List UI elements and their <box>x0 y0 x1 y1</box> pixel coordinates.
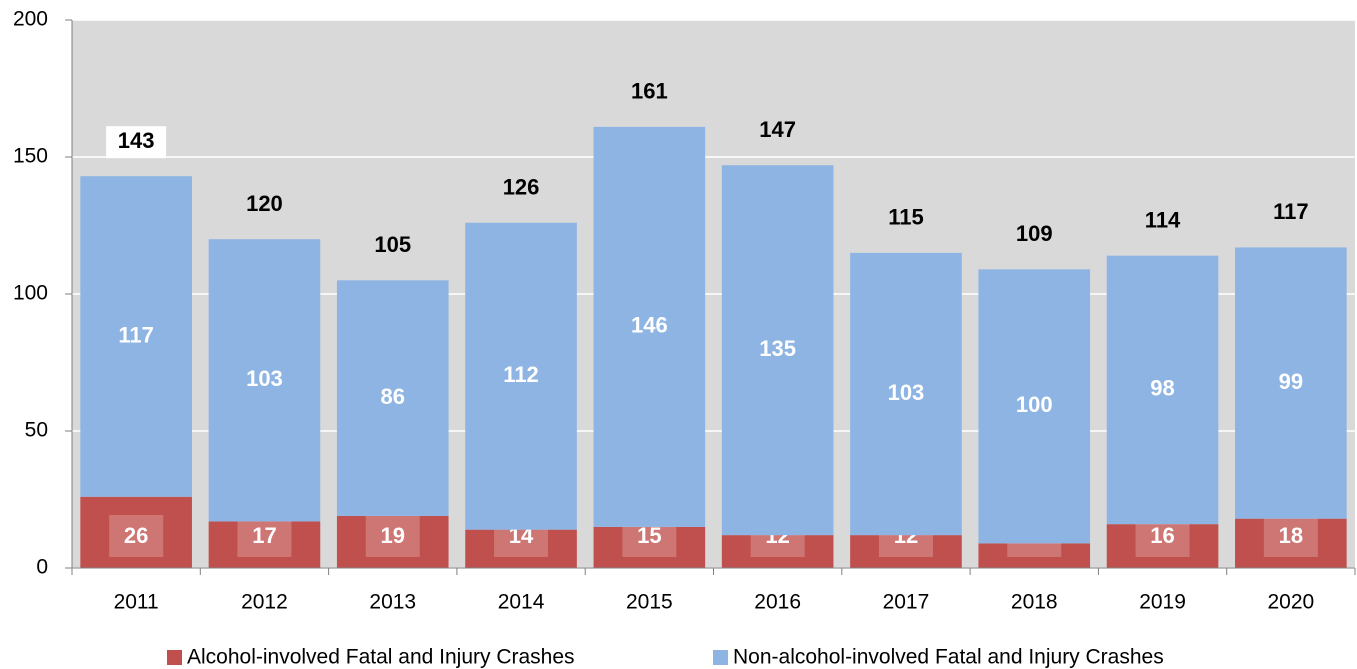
total-label: 143 <box>118 128 155 153</box>
x-tick-label: 2015 <box>626 591 673 614</box>
label-box <box>109 515 164 557</box>
label-bg <box>106 126 167 159</box>
value-label: 103 <box>888 380 925 405</box>
value-label: 16 <box>1150 523 1174 548</box>
value-label: 15 <box>637 523 661 548</box>
x-tick-label: 2019 <box>1139 591 1186 614</box>
value-label: 86 <box>381 384 405 409</box>
bar-segment <box>978 269 1091 544</box>
value-label: 98 <box>1150 376 1174 401</box>
x-tick-label: 2014 <box>498 591 545 614</box>
value-label: 17 <box>252 523 276 548</box>
total-label: 109 <box>1016 221 1053 246</box>
legend-label: Alcohol-involved Fatal and Injury Crashe… <box>187 646 575 669</box>
total-label: 120 <box>246 191 283 216</box>
total-label: 117 <box>1273 199 1309 224</box>
x-tick-label: 2012 <box>241 591 288 614</box>
value-label: 117 <box>118 322 154 347</box>
total-label: 161 <box>631 79 668 104</box>
y-tick-label: 0 <box>36 556 48 579</box>
label-box <box>237 515 292 557</box>
x-tick-label: 2013 <box>369 591 416 614</box>
value-label: 99 <box>1279 369 1303 394</box>
total-label: 114 <box>1145 207 1181 232</box>
total-label: 126 <box>503 175 540 200</box>
value-label: 146 <box>631 313 668 338</box>
total-label: 147 <box>759 117 796 142</box>
bar-segment <box>208 239 321 522</box>
value-label: 135 <box>759 336 796 361</box>
total-label: 105 <box>374 232 411 257</box>
value-label: 18 <box>1279 523 1303 548</box>
y-tick-label: 200 <box>13 8 48 31</box>
value-label: 26 <box>124 523 148 548</box>
bar-segment <box>465 222 577 530</box>
bar-segment <box>850 535 962 568</box>
x-tick-label: 2016 <box>754 591 801 614</box>
bar-segment <box>1235 518 1347 568</box>
legend-swatch <box>167 650 182 665</box>
bar-segment <box>465 529 577 568</box>
legend-label: Non-alcohol-involved Fatal and Injury Cr… <box>733 646 1164 669</box>
y-tick-label: 150 <box>13 145 48 168</box>
x-tick-label: 2018 <box>1011 591 1058 614</box>
bar-segment <box>336 280 449 516</box>
bar-segment <box>593 526 706 568</box>
x-tick-label: 2020 <box>1267 591 1314 614</box>
value-label: 112 <box>503 362 539 387</box>
bar-segment <box>80 496 192 568</box>
bar-segment <box>1235 247 1347 519</box>
x-tick-label: 2011 <box>114 591 159 614</box>
bar-segment <box>1106 255 1219 525</box>
total-label: 115 <box>888 205 924 230</box>
y-tick-label: 50 <box>25 419 48 442</box>
bar-segment <box>80 176 192 497</box>
label-box <box>1263 515 1318 557</box>
bar-segment <box>336 515 449 568</box>
value-label: 19 <box>381 523 405 548</box>
legend-swatch <box>713 650 728 665</box>
bar-segment <box>721 535 834 568</box>
label-box <box>365 515 420 557</box>
x-tick-label: 2017 <box>883 591 930 614</box>
bar-segment <box>208 521 321 568</box>
bar-segment <box>1106 524 1219 568</box>
bar-segment <box>721 165 834 536</box>
bar-segment <box>593 126 706 527</box>
bar-segment <box>978 543 1091 568</box>
bar-segment <box>850 252 962 536</box>
value-label: 103 <box>246 366 283 391</box>
y-tick-label: 100 <box>13 282 48 305</box>
value-label: 100 <box>1016 392 1053 417</box>
